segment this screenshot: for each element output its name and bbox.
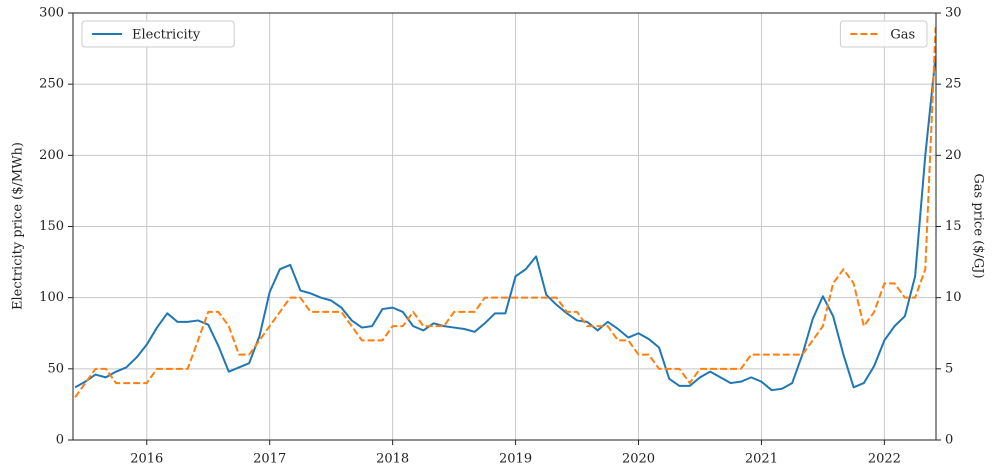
y-tick-label: 50 — [47, 361, 64, 376]
y2-tick-label: 20 — [945, 148, 962, 163]
y2-tick-label: 25 — [945, 77, 962, 92]
y2-tick-label: 0 — [945, 433, 953, 448]
x-tick-label: 2018 — [376, 452, 409, 467]
legend-box — [81, 20, 235, 48]
y-tick-label: 150 — [39, 219, 64, 234]
x-tick-label: 2019 — [499, 452, 532, 467]
y-tick-label: 250 — [39, 77, 64, 92]
legend-label: Electricity — [132, 28, 201, 43]
plot-frame — [72, 12, 937, 441]
x-tick-label: 2021 — [745, 452, 778, 467]
y2-axis-label: Gas price ($/GJ) — [971, 173, 986, 278]
x-tick-label: 2020 — [622, 452, 655, 467]
legend-label: Gas — [890, 28, 915, 43]
x-tick-label: 2022 — [868, 452, 901, 467]
y-tick-label: 300 — [39, 6, 64, 21]
x-tick-label: 2017 — [253, 452, 286, 467]
y2-tick-label: 15 — [945, 219, 962, 234]
y-tick-label: 100 — [39, 290, 64, 305]
data-line — [74, 27, 937, 398]
y-axis-label: Electricity price ($/MWh) — [11, 142, 26, 310]
legend-box — [839, 20, 928, 48]
y-tick-label: 0 — [56, 433, 64, 448]
data-line — [74, 55, 937, 392]
y2-tick-label: 10 — [945, 290, 962, 305]
y2-tick-label: 30 — [945, 6, 962, 21]
y-tick-label: 200 — [39, 148, 64, 163]
y2-tick-label: 5 — [945, 361, 953, 376]
x-tick-label: 2016 — [130, 452, 163, 467]
